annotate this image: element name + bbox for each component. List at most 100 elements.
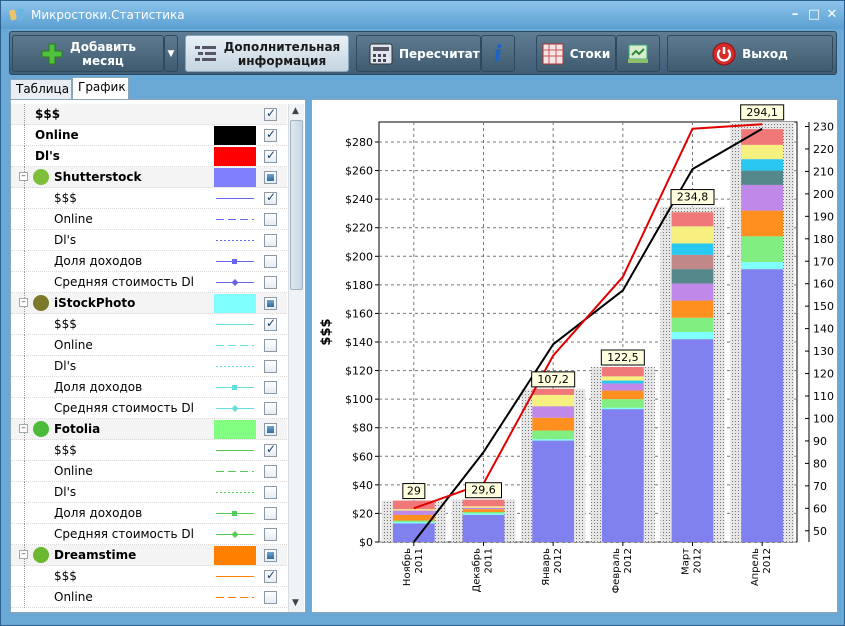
visibility-checkbox[interactable] bbox=[264, 465, 277, 478]
collapse-icon[interactable]: – bbox=[19, 550, 28, 559]
color-swatch[interactable] bbox=[214, 546, 256, 565]
color-swatch[interactable] bbox=[214, 126, 256, 145]
tree-row[interactable]: $$$ bbox=[11, 188, 287, 209]
visibility-checkbox[interactable] bbox=[264, 127, 277, 142]
visibility-checkbox[interactable] bbox=[264, 316, 277, 331]
add-month-button[interactable]: Добавить месяц bbox=[12, 35, 164, 72]
collapse-icon[interactable]: – bbox=[19, 298, 28, 307]
tree-row[interactable]: Средняя стоимость Dl bbox=[11, 524, 287, 545]
bar-segment bbox=[741, 144, 784, 160]
export-button[interactable] bbox=[616, 35, 660, 72]
maximize-button[interactable]: □ bbox=[807, 7, 821, 22]
visibility-checkbox[interactable] bbox=[264, 276, 277, 289]
y-tick-label: $120 bbox=[345, 365, 373, 378]
line-style-swatch[interactable] bbox=[214, 231, 256, 250]
recalc-button[interactable]: Пересчитат bbox=[356, 35, 481, 72]
tab-chart[interactable]: График bbox=[72, 77, 129, 99]
visibility-checkbox[interactable] bbox=[264, 549, 277, 562]
tree-row[interactable]: Online bbox=[11, 461, 287, 482]
tree-row[interactable]: – Shutterstock bbox=[11, 167, 287, 188]
tree-row[interactable]: Доля доходов bbox=[11, 377, 287, 398]
close-button[interactable]: ✕ bbox=[826, 7, 838, 22]
add-month-dropdown[interactable]: ▼ bbox=[164, 35, 178, 72]
tree-row[interactable]: Dl's bbox=[11, 146, 287, 167]
line-style-swatch[interactable] bbox=[214, 462, 256, 481]
line-style-swatch[interactable] bbox=[214, 189, 256, 208]
visibility-checkbox[interactable] bbox=[264, 339, 277, 352]
line-style-swatch[interactable] bbox=[214, 336, 256, 355]
visibility-checkbox[interactable] bbox=[264, 442, 277, 457]
line-style-swatch[interactable] bbox=[214, 483, 256, 502]
more-info-button[interactable]: Дополнительная информация bbox=[185, 35, 349, 72]
tree-row[interactable]: $$$ bbox=[11, 314, 287, 335]
tree-row[interactable]: Средняя стоимость Dl bbox=[11, 398, 287, 419]
collapse-icon[interactable]: – bbox=[19, 424, 28, 433]
line-style-swatch[interactable] bbox=[214, 525, 256, 544]
panel-splitter[interactable] bbox=[306, 99, 310, 613]
minimize-button[interactable]: – bbox=[791, 7, 799, 22]
scroll-up-icon[interactable]: ▲ bbox=[292, 106, 299, 116]
exit-button[interactable]: Выход bbox=[667, 35, 833, 72]
visibility-checkbox[interactable] bbox=[264, 402, 277, 415]
tree-row[interactable]: Dl's bbox=[11, 356, 287, 377]
scrollbar-thumb[interactable] bbox=[290, 120, 303, 290]
visibility-checkbox[interactable] bbox=[264, 255, 277, 268]
tree-row[interactable]: Online bbox=[11, 335, 287, 356]
collapse-icon[interactable]: – bbox=[19, 172, 28, 181]
tree-row[interactable]: – Dreamstime bbox=[11, 545, 287, 566]
visibility-checkbox[interactable] bbox=[264, 568, 277, 583]
line-style-swatch[interactable] bbox=[214, 357, 256, 376]
visibility-checkbox[interactable] bbox=[264, 148, 277, 163]
tree-row[interactable]: – iStockPhoto bbox=[11, 293, 287, 314]
tree-row[interactable]: Доля доходов bbox=[11, 251, 287, 272]
visibility-checkbox[interactable] bbox=[264, 190, 277, 205]
visibility-checkbox[interactable] bbox=[264, 171, 277, 184]
visibility-checkbox[interactable] bbox=[264, 213, 277, 226]
visibility-checkbox[interactable] bbox=[264, 423, 277, 436]
line-style-swatch[interactable] bbox=[214, 378, 256, 397]
line-style-swatch[interactable] bbox=[214, 504, 256, 523]
stocks-label: Стоки bbox=[569, 46, 611, 61]
scroll-down-icon[interactable]: ▼ bbox=[292, 598, 299, 608]
info-button[interactable]: i bbox=[481, 35, 515, 72]
color-swatch[interactable] bbox=[214, 147, 256, 166]
line-style-swatch[interactable] bbox=[214, 315, 256, 334]
line-style-swatch[interactable] bbox=[214, 210, 256, 229]
y-tick-label: $0 bbox=[359, 536, 373, 549]
line-style-swatch[interactable] bbox=[214, 399, 256, 418]
visibility-checkbox[interactable] bbox=[264, 486, 277, 499]
visibility-checkbox[interactable] bbox=[264, 528, 277, 541]
tree-row[interactable]: Доля доходов bbox=[11, 503, 287, 524]
visibility-checkbox[interactable] bbox=[264, 234, 277, 247]
tree-row[interactable]: – Fotolia bbox=[11, 419, 287, 440]
visibility-checkbox[interactable] bbox=[264, 297, 277, 310]
tree-row[interactable]: Online bbox=[11, 125, 287, 146]
tree-scrollbar[interactable]: ▲ ▼ bbox=[288, 104, 304, 612]
exit-label: Выход bbox=[742, 46, 788, 61]
tree-row[interactable]: $$$ bbox=[11, 104, 287, 125]
visibility-checkbox[interactable] bbox=[264, 360, 277, 373]
x-tick-label: 2012 bbox=[693, 548, 704, 573]
tree-row[interactable]: $$$ bbox=[11, 566, 287, 587]
tree-row[interactable]: Online bbox=[11, 587, 287, 608]
visibility-checkbox[interactable] bbox=[264, 591, 277, 604]
visibility-checkbox[interactable] bbox=[264, 507, 277, 520]
visibility-checkbox[interactable] bbox=[264, 106, 277, 121]
color-swatch[interactable] bbox=[214, 168, 256, 187]
tree-row[interactable]: $$$ bbox=[11, 440, 287, 461]
tree-row[interactable]: Средняя стоимость Dl bbox=[11, 272, 287, 293]
line-style-swatch[interactable] bbox=[214, 567, 256, 586]
line-style-swatch[interactable] bbox=[214, 441, 256, 460]
color-swatch[interactable] bbox=[214, 420, 256, 439]
color-swatch[interactable] bbox=[214, 294, 256, 313]
line-style-swatch[interactable] bbox=[214, 273, 256, 292]
tree-row[interactable]: Online bbox=[11, 209, 287, 230]
visibility-checkbox[interactable] bbox=[264, 381, 277, 394]
tab-table[interactable]: Таблица bbox=[10, 79, 72, 99]
line-style-swatch[interactable] bbox=[214, 252, 256, 271]
line-style-swatch[interactable] bbox=[214, 588, 256, 607]
tree-row[interactable]: Dl's bbox=[11, 482, 287, 503]
tree-guide-line bbox=[24, 461, 25, 482]
stocks-button[interactable]: Стоки bbox=[536, 35, 616, 72]
tree-row[interactable]: Dl's bbox=[11, 230, 287, 251]
